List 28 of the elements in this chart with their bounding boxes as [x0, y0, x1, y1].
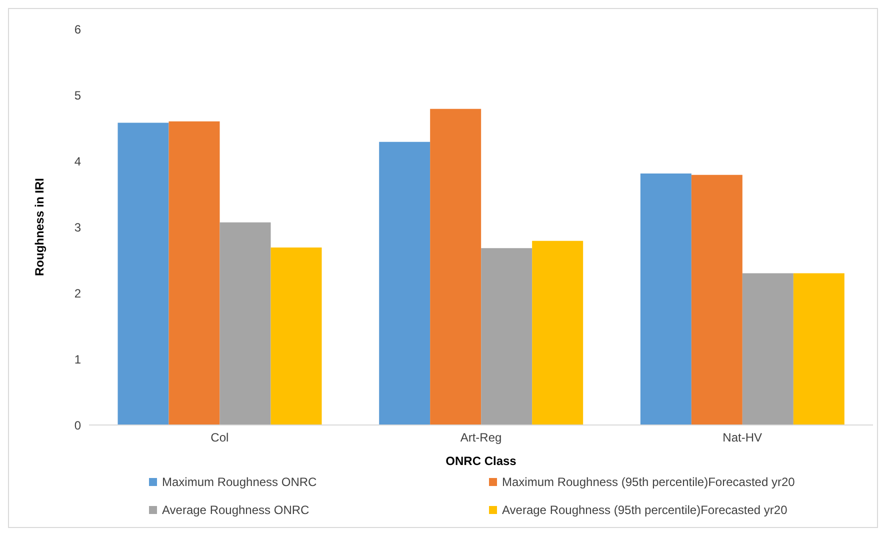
x-axis-title: ONRC Class — [446, 454, 517, 468]
bar — [168, 121, 220, 425]
bar — [118, 122, 169, 425]
bar — [270, 247, 322, 425]
y-tick-label: 4 — [74, 154, 82, 168]
bar — [532, 240, 584, 425]
x-tick-label: Art-Reg — [460, 430, 502, 445]
y-tick-label: 1 — [74, 352, 82, 366]
bar — [793, 273, 844, 425]
legend-label: Maximum Roughness (95th percentile)Forecasted yr20 — [502, 475, 795, 489]
x-tick-label: Nat-HV — [722, 430, 762, 445]
y-tick-label: 5 — [74, 88, 82, 102]
y-tick-label: 0 — [74, 418, 82, 432]
bar — [742, 273, 794, 425]
bar — [220, 222, 271, 425]
y-tick-label: 3 — [74, 220, 82, 234]
legend-label: Average Roughness ONRC — [162, 503, 310, 517]
x-tick-label: Col — [210, 430, 229, 445]
bar — [640, 174, 692, 425]
legend-label: Average Roughness (95th percentile)Forecasted yr20 — [502, 503, 788, 517]
y-axis-title: Roughness in IRI — [32, 178, 46, 276]
legend-label: Maximum Roughness ONRC — [162, 475, 317, 489]
bar — [430, 108, 482, 425]
bar — [691, 174, 742, 425]
y-tick-label: 6 — [74, 22, 82, 36]
bar — [379, 142, 430, 425]
y-tick-label: 2 — [74, 286, 82, 300]
bar — [481, 248, 532, 425]
